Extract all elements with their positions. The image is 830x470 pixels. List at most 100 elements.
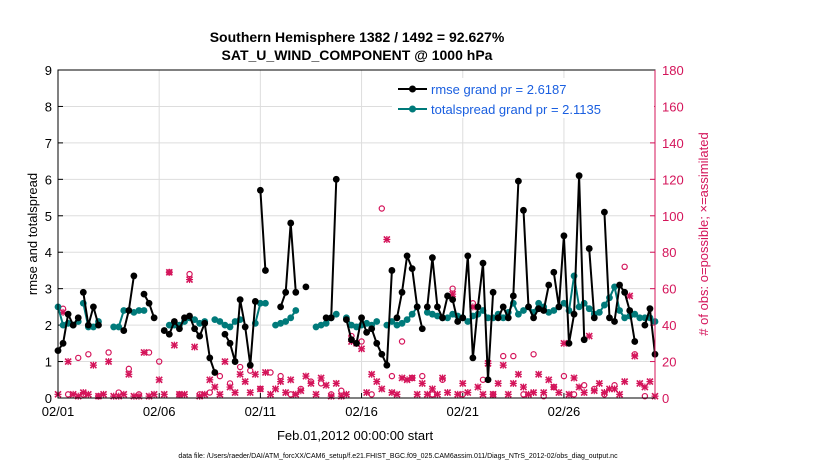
obs-assimilated-point xyxy=(585,332,593,340)
totalspread-point xyxy=(580,299,588,307)
obs-possible-point xyxy=(560,372,568,380)
totalspread-point xyxy=(595,308,603,316)
rmse-point xyxy=(322,314,330,322)
obs-assimilated-point xyxy=(610,385,619,393)
rmse-point xyxy=(201,319,209,327)
rmse-point xyxy=(646,305,654,313)
rmse-point xyxy=(241,323,249,331)
rmse-point xyxy=(540,307,548,314)
legend-box xyxy=(392,78,654,118)
rmse-point xyxy=(287,219,295,227)
totalspread-point xyxy=(520,307,527,314)
totalspread-point xyxy=(601,301,608,309)
rmse-point xyxy=(454,318,462,325)
rmse-point xyxy=(550,268,558,276)
totalspread-point xyxy=(403,316,411,324)
rmse-point xyxy=(69,321,77,329)
rmse-point xyxy=(388,267,396,274)
rmse-point xyxy=(196,332,204,340)
rmse-point xyxy=(641,321,649,329)
rmse-point xyxy=(332,175,340,183)
x-tick-label: 02/01 xyxy=(42,404,75,419)
totalspread-point xyxy=(115,323,123,331)
totalspread-point xyxy=(535,299,543,307)
rmse-point xyxy=(616,281,623,289)
rmse-point xyxy=(398,288,406,296)
rmse-point xyxy=(434,303,441,311)
obs-assimilated-point xyxy=(438,374,447,382)
y-right-tick-label: 40 xyxy=(662,318,676,333)
rmse-point xyxy=(95,321,102,329)
rmse-point xyxy=(621,288,629,296)
rmse-point xyxy=(130,272,138,280)
obs-assimilated-point xyxy=(317,374,325,382)
rmse-point xyxy=(560,232,568,240)
rmse-line-segment xyxy=(522,210,550,319)
rmse-point xyxy=(504,314,512,322)
rmse-point xyxy=(444,292,451,300)
rmse-point xyxy=(489,288,497,296)
rmse-point xyxy=(176,325,183,333)
x-tick-label: 02/06 xyxy=(143,404,176,419)
rmse-point xyxy=(514,177,522,185)
rmse-point xyxy=(373,339,381,347)
totalspread-point xyxy=(616,307,623,314)
obs-assimilated-point xyxy=(418,379,426,387)
obs-possible-point xyxy=(247,367,254,374)
rmse-point xyxy=(368,325,376,333)
y-left-tick-label: 2 xyxy=(45,318,52,333)
y-left-tick-label: 4 xyxy=(45,245,52,260)
obs-assimilated-point xyxy=(150,390,158,398)
obs-assimilated-point xyxy=(357,345,366,353)
totalspread-point xyxy=(165,321,173,329)
obs-assimilated-point xyxy=(570,374,578,382)
rmse-point xyxy=(90,303,97,311)
obs-assimilated-point xyxy=(514,370,522,378)
obs-assimilated-point xyxy=(241,378,249,386)
obs-assimilated-point xyxy=(64,357,72,366)
obs-assimilated-point xyxy=(170,341,178,349)
rmse-point xyxy=(125,307,133,314)
rmse-point xyxy=(160,327,168,334)
obs-possible-point xyxy=(155,358,163,365)
rmse-point xyxy=(423,303,431,311)
x-tick-label: 02/16 xyxy=(345,404,378,419)
obs-assimilated-point xyxy=(540,388,548,397)
obs-assimilated-point xyxy=(342,390,350,398)
obs-assimilated-point xyxy=(423,390,431,398)
y-right-axis-label: # of obs: o=possible; ×=assimilated xyxy=(696,132,711,335)
obs-assimilated-point xyxy=(600,388,608,397)
rmse-point xyxy=(590,314,598,322)
rmse-point xyxy=(626,307,634,314)
obs-assimilated-point xyxy=(251,370,259,378)
rmse-point xyxy=(575,172,583,180)
rmse-line-segment xyxy=(345,270,393,367)
totalspread-point xyxy=(585,305,593,313)
rmse-point xyxy=(449,296,457,303)
x-axis-label: Feb.01,2012 00:00:00 start xyxy=(277,428,434,443)
chart-title-line2: SAT_U_WIND_COMPONENT @ 1000 hPa xyxy=(222,47,493,63)
rmse-point xyxy=(606,314,613,322)
x-tick-label: 02/21 xyxy=(446,404,479,419)
totalspread-point xyxy=(292,307,300,314)
totalspread-point xyxy=(464,318,472,325)
y-left-axis-ticks: 0 1 2 3 4 5 6 7 8 9 xyxy=(45,63,63,406)
obs-possible-point xyxy=(398,338,406,345)
rmse-point xyxy=(84,321,92,329)
obs-assimilated-point xyxy=(368,370,376,378)
rmse-point xyxy=(509,292,517,300)
obs-assimilated-point xyxy=(616,390,624,398)
rmse-point xyxy=(277,303,285,311)
obs-possible-point xyxy=(85,351,92,358)
rmse-point xyxy=(499,303,507,311)
rmse-point xyxy=(74,314,82,322)
obs-assimilated-point xyxy=(509,379,517,387)
rmse-point xyxy=(191,325,199,333)
obs-assimilated-point xyxy=(287,376,295,384)
obs-assimilated-point xyxy=(560,339,568,347)
obs-assimilated-point xyxy=(575,383,583,391)
rmse-line-segment xyxy=(224,298,257,367)
totalspread-point xyxy=(322,319,330,327)
y-right-tick-label: 80 xyxy=(662,245,676,260)
obs-possible-point xyxy=(378,205,385,212)
